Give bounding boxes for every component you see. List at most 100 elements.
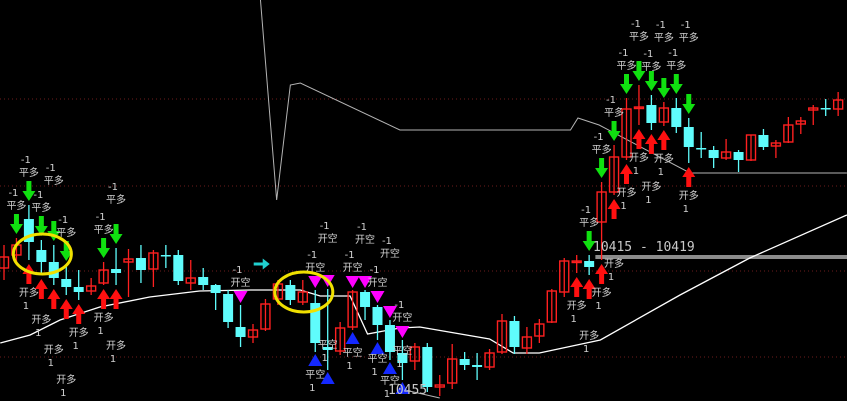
signal-label: 平多 — [31, 201, 51, 214]
candle-body — [696, 148, 707, 150]
candle-body — [198, 277, 209, 285]
signal-label: 平多 — [592, 143, 612, 156]
candle-body — [770, 142, 782, 147]
candle-body — [808, 107, 819, 111]
signal-qty: 1 — [346, 361, 352, 372]
signal-qty: 1 — [620, 201, 626, 212]
magenta-down-triangle-icon — [358, 276, 373, 288]
red-up-arrow-icon — [47, 289, 61, 309]
green-down-arrow-icon — [607, 121, 621, 141]
signal-qty: -1 — [581, 205, 591, 216]
candle — [247, 324, 259, 343]
signal-label: 平多 — [19, 166, 39, 179]
candle-body — [559, 260, 570, 293]
candle — [111, 248, 122, 285]
red-up-arrow-icon — [59, 299, 73, 319]
signal-qty: 1 — [571, 314, 577, 325]
candle — [496, 314, 508, 354]
signal-label: 开多 — [31, 313, 51, 326]
green-down-arrow-icon — [644, 71, 658, 91]
red-up-arrow-icon — [632, 129, 646, 149]
green-down-arrow-icon — [595, 158, 609, 178]
green-down-arrow-icon — [582, 231, 596, 251]
green-down-arrow-icon — [657, 78, 671, 98]
candle-body — [223, 294, 234, 322]
signal-label: 开多 — [654, 152, 674, 165]
blue-up-triangle-icon — [308, 354, 323, 366]
signal-qty: -1 — [594, 132, 604, 143]
candle-body — [173, 255, 184, 281]
signal-label: 开多 — [617, 186, 637, 199]
candle-body — [36, 250, 47, 262]
candle — [720, 139, 732, 160]
candle-body — [521, 336, 533, 349]
candle-body — [297, 291, 308, 303]
signal-qty: 1 — [608, 272, 614, 283]
signal-qty: -1 — [33, 190, 43, 201]
candle-body — [73, 287, 84, 292]
candle-body — [708, 150, 719, 158]
candle-body — [372, 307, 383, 325]
candle-body — [384, 325, 395, 352]
indicator-line — [259, 0, 847, 201]
candle-body — [596, 191, 607, 223]
candle — [23, 205, 34, 260]
candle — [85, 278, 97, 295]
candle-body — [409, 346, 421, 362]
candle — [135, 245, 146, 283]
moving-average-line — [0, 214, 847, 354]
candle-body — [85, 285, 97, 292]
candle-body — [148, 252, 159, 270]
signal-label: 平多 — [106, 193, 126, 206]
signal-qty: 1 — [658, 167, 664, 178]
candle-body — [646, 105, 657, 123]
candle-body — [745, 134, 757, 161]
red-up-arrow-icon — [34, 279, 48, 299]
signal-label: 开多 — [641, 180, 661, 193]
candle-body — [285, 285, 296, 300]
signal-label: 开多 — [567, 299, 587, 312]
candle — [434, 375, 445, 396]
blue-up-triangle-icon — [370, 342, 385, 354]
signal-qty: 1 — [48, 358, 54, 369]
candle-body — [322, 347, 333, 350]
candle-body — [459, 359, 470, 365]
signal-label: 开空 — [343, 261, 363, 274]
green-down-arrow-icon — [22, 181, 36, 201]
signal-label: 开多 — [44, 343, 64, 356]
candle — [472, 353, 483, 380]
price-level-label: 10415 - 10419 — [593, 240, 695, 255]
signal-qty: -1 — [345, 250, 355, 261]
signal-label: 开多 — [19, 286, 39, 299]
bottom-price-label: 10455 — [388, 383, 427, 398]
blue-up-triangle-icon — [395, 382, 410, 394]
signal-label: 开空 — [231, 276, 251, 289]
candle-body — [247, 329, 259, 338]
green-down-arrow-icon — [620, 74, 633, 94]
candle — [48, 245, 59, 285]
red-up-arrow-icon — [570, 277, 584, 297]
candle-body — [608, 156, 620, 193]
candle — [509, 316, 520, 354]
candle — [484, 349, 495, 370]
signal-label: 平多 — [56, 226, 76, 239]
candle — [36, 240, 47, 275]
signal-qty: 1 — [73, 341, 79, 352]
candle — [795, 117, 806, 134]
signal-label: 平多 — [44, 174, 64, 187]
signal-qty: -1 — [631, 19, 641, 30]
candle-body — [534, 323, 545, 337]
red-up-arrow-icon — [620, 164, 633, 184]
signal-label: 开空 — [392, 311, 412, 324]
signal-qty: -1 — [619, 48, 629, 59]
candle-body — [683, 127, 694, 147]
candle — [148, 250, 159, 287]
candle — [98, 262, 109, 285]
candle-body — [123, 258, 134, 263]
candle — [422, 343, 433, 392]
candle — [820, 99, 831, 116]
signal-qty: -1 — [394, 300, 404, 311]
signal-label: 平多 — [679, 31, 699, 44]
